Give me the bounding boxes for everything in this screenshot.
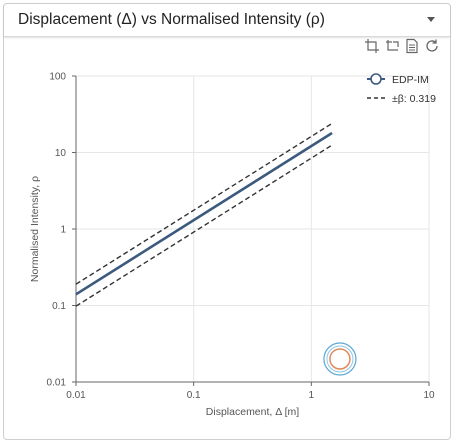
x-tick-label: 0.1 xyxy=(187,390,201,401)
y-tick-label: 100 xyxy=(49,72,66,83)
panel-title: Displacement (Δ) vs Normalised Intensity… xyxy=(18,11,325,28)
crop-icon[interactable] xyxy=(364,38,380,54)
y-tick-label: 10 xyxy=(55,148,67,159)
x-tick-label: 10 xyxy=(423,390,435,401)
document-icon[interactable] xyxy=(404,38,420,54)
panel-header: Displacement (Δ) vs Normalised Intensity… xyxy=(4,4,450,37)
legend-label-edp-im: EDP-IM xyxy=(392,74,429,86)
lower-bound-line xyxy=(75,144,333,307)
refresh-icon[interactable] xyxy=(424,38,440,54)
x-tick-label: 0.01 xyxy=(66,390,86,401)
x-tick-label: 1 xyxy=(309,390,315,401)
y-tick-label: 0.01 xyxy=(47,378,67,389)
y-axis-title: Normalised Intensity, ρ xyxy=(29,176,41,282)
legend-swatch-marker xyxy=(370,73,382,85)
marker-outer-ring xyxy=(323,342,357,376)
upper-bound-line xyxy=(75,122,333,285)
marker-middle-ring xyxy=(326,345,354,373)
zoom-reset-icon[interactable] xyxy=(384,38,400,54)
median-line xyxy=(75,131,333,296)
y-tick-label: 0.1 xyxy=(52,301,66,312)
marker-inner-ring xyxy=(329,348,351,370)
legend-label-beta: ±β: 0.319 xyxy=(392,93,436,105)
chart-toolbar xyxy=(364,38,440,54)
x-axis-title: Displacement, Δ [m] xyxy=(206,406,299,418)
chevron-down-icon[interactable] xyxy=(427,17,435,22)
y-tick-label: 1 xyxy=(60,225,66,236)
